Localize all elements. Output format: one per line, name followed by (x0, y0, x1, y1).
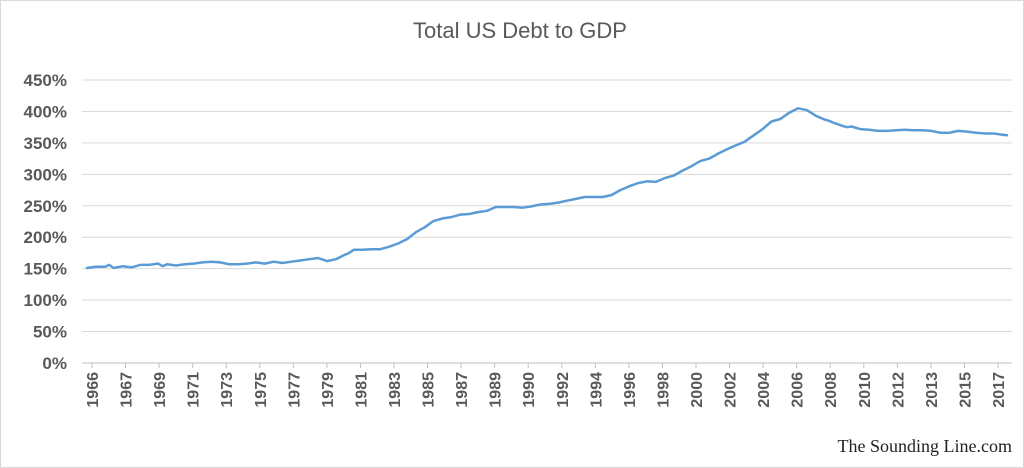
x-axis (82, 362, 1012, 368)
x-tick-label: 1973 (219, 372, 236, 408)
x-tick-label: 1967 (119, 372, 136, 408)
x-tick-label: 1971 (186, 372, 203, 408)
y-tick-label: 150% (24, 260, 67, 279)
source-credit: The Sounding Line.com (838, 436, 1012, 456)
x-tick-label: 1979 (320, 372, 337, 408)
x-tick-label: 2002 (723, 372, 740, 408)
y-tick-label: 100% (24, 291, 67, 310)
x-tick-label: 1966 (85, 372, 102, 408)
x-tick-label: 1985 (421, 372, 438, 408)
x-tick-label: 1975 (253, 372, 270, 408)
y-tick-label: 200% (24, 228, 67, 247)
x-axis-tick-labels: 1966 1967 1969 1971 1973 1975 1977 1979 1981 1983… (85, 372, 1008, 408)
x-tick-label: 1969 (152, 372, 169, 408)
y-tick-label: 250% (24, 197, 67, 216)
x-tick-label: 1998 (655, 372, 672, 408)
series-line (85, 107, 1009, 270)
y-tick-label: 350% (24, 134, 67, 153)
x-tick-label: 1992 (555, 372, 572, 408)
x-tick-label: 1983 (387, 372, 404, 408)
x-tick-label: 2012 (890, 372, 907, 408)
y-tick-label: 300% (24, 165, 67, 184)
x-tick-label: 2008 (823, 372, 840, 408)
x-tick-label: 2004 (756, 372, 773, 408)
x-tick-label: 2017 (991, 372, 1008, 408)
gridlines (82, 79, 1012, 333)
x-tick-label: 1996 (622, 372, 639, 408)
x-tick-label: 1990 (521, 372, 538, 408)
x-tick-label: 2000 (689, 372, 706, 408)
y-tick-label: 0% (42, 354, 67, 373)
y-axis-tick-labels: 0% 50% 100% 150% 200% 250% 300% 350% 400% 450% (24, 71, 67, 373)
x-tick-label: 2006 (790, 372, 807, 408)
x-tick-label: 1994 (588, 372, 605, 408)
x-tick-label: 2010 (857, 372, 874, 408)
x-tick-label: 1989 (488, 372, 505, 408)
x-tick-label: 2015 (957, 372, 974, 408)
x-tick-label: 1987 (454, 372, 471, 408)
y-tick-label: 450% (24, 71, 67, 90)
x-tick-label: 1981 (353, 372, 370, 408)
y-tick-label: 50% (33, 323, 67, 342)
x-tick-label: 2013 (924, 372, 941, 408)
chart-title: Total US Debt to GDP (413, 18, 627, 43)
x-tick-label: 1977 (286, 372, 303, 408)
y-tick-label: 400% (24, 102, 67, 121)
